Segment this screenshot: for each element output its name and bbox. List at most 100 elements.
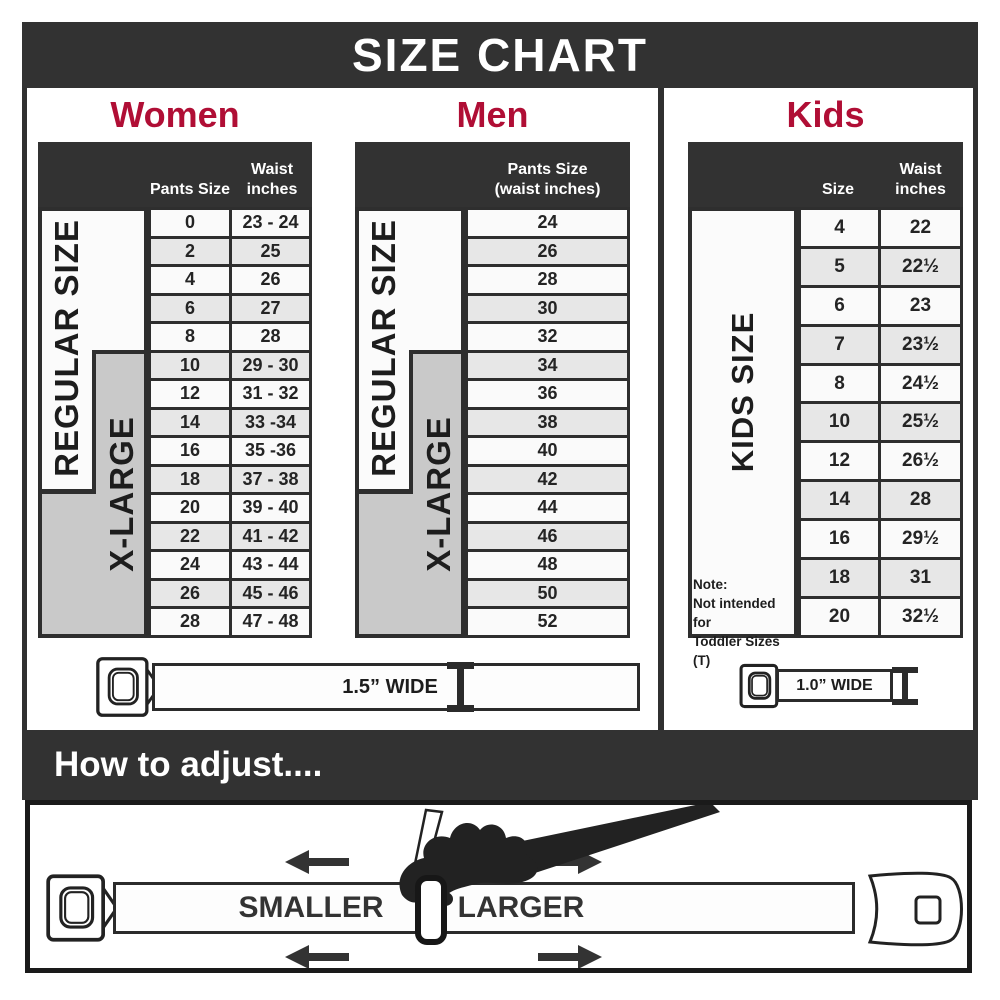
waist-inches-cell: 22 — [881, 210, 960, 246]
pants-size-cell: 20 — [151, 495, 229, 521]
page-title: SIZE CHART — [352, 29, 648, 81]
waist-inches-cell: 27 — [232, 295, 309, 322]
women-regular-size-label: REGULAR SIZE — [48, 219, 85, 477]
arrow-left-icon — [285, 850, 349, 874]
waist-inches-cell: 23 - 24 — [232, 210, 309, 236]
seatbelt-buckle-icon — [46, 874, 119, 942]
kids-col-size: Size — [821, 181, 854, 198]
waist-inches-cell: 47 - 48 — [232, 609, 309, 635]
waist-inches-cell: 22½ — [881, 248, 960, 285]
waist-inches-cell: 39 - 40 — [232, 495, 309, 521]
pants-size-cell: 52 — [468, 609, 627, 635]
pants-size-cell: 10 — [151, 352, 229, 379]
waist-inches-cell: 23½ — [881, 326, 960, 363]
kids-col-waist: Waist inches — [895, 161, 946, 198]
belt-tongue-icon — [867, 871, 963, 947]
size-cell: 7 — [801, 326, 878, 363]
pants-size-cell: 48 — [468, 552, 627, 578]
pants-size-cell: 46 — [468, 523, 627, 550]
waist-inches-cell: 23 — [881, 287, 960, 324]
size-cell: 16 — [801, 521, 878, 558]
waist-inches-cell: 31 - 32 — [232, 381, 309, 407]
larger-label: LARGER — [457, 891, 585, 924]
belt-strap — [113, 882, 855, 934]
men-table: 24 26 28 30 32 34 36 38 40 42 44 46 — [465, 207, 630, 638]
pants-size-cell: 14 — [151, 409, 229, 436]
pants-size-cell: 26 — [468, 238, 627, 265]
kids-width-measure-icon — [892, 667, 918, 705]
arrow-left-icon — [285, 945, 349, 968]
pants-size-cell: 24 — [468, 210, 627, 236]
waist-inches-cell: 26 — [232, 267, 309, 293]
pants-size-cell: 16 — [151, 438, 229, 464]
adult-belt-width-label: 1.5” WIDE — [342, 675, 438, 698]
kids-belt-width-label: 1.0” WIDE — [796, 676, 873, 694]
pants-size-cell: 4 — [151, 267, 229, 293]
size-cell: 12 — [801, 443, 878, 480]
waist-inches-cell: 45 - 46 — [232, 580, 309, 607]
pants-size-cell: 38 — [468, 409, 627, 436]
width-measure-icon — [447, 662, 474, 712]
men-table-header: Pants Size (waist inches) — [355, 142, 630, 207]
women-section-title: Women — [110, 94, 240, 135]
waist-inches-cell: 26½ — [881, 443, 960, 480]
waist-inches-cell: 29 - 30 — [232, 352, 309, 379]
pants-size-cell: 40 — [468, 438, 627, 464]
size-cell: 20 — [801, 598, 878, 635]
pants-size-cell: 6 — [151, 295, 229, 322]
page-title-bar: SIZE CHART — [22, 22, 978, 88]
women-x-large-box — [38, 350, 148, 638]
belt-strap — [152, 663, 640, 711]
men-x-large-label: X-LARGE — [420, 416, 457, 572]
pants-size-cell: 28 — [151, 609, 229, 635]
pants-size-cell: 42 — [468, 466, 627, 493]
pants-size-cell: 12 — [151, 381, 229, 407]
waist-inches-cell: 31 — [881, 560, 960, 596]
pants-size-cell: 2 — [151, 238, 229, 265]
waist-inches-cell: 28 — [881, 482, 960, 519]
kids-size-label: KIDS SIZE — [725, 311, 760, 473]
size-cell: 18 — [801, 560, 878, 596]
waist-inches-cell: 35 -36 — [232, 438, 309, 464]
waist-inches-cell: 33 -34 — [232, 409, 309, 436]
size-cell: 6 — [801, 287, 878, 324]
waist-inches-cell: 37 - 38 — [232, 466, 309, 493]
waist-inches-cell: 25½ — [881, 404, 960, 441]
pants-size-cell: 0 — [151, 210, 229, 236]
pants-size-cell: 8 — [151, 324, 229, 350]
pants-size-cell: 32 — [468, 324, 627, 350]
pants-size-cell: 30 — [468, 295, 627, 322]
waist-inches-cell: 28 — [232, 324, 309, 350]
women-col-pants-size: Pants Size — [149, 181, 231, 198]
women-x-large-label: X-LARGE — [103, 416, 140, 572]
men-size-group-shapes — [355, 207, 465, 638]
waist-inches-cell: 25 — [232, 238, 309, 265]
left-border — [22, 88, 27, 730]
size-cell: 5 — [801, 248, 878, 285]
men-col-pants-size: Pants Size (waist inches) — [494, 161, 601, 198]
seatbelt-buckle-icon — [96, 657, 161, 717]
arrow-right-icon — [538, 945, 602, 968]
pants-size-cell: 26 — [151, 580, 229, 607]
belt-slider-adjuster — [415, 875, 447, 945]
women-table: 0 23 - 24 2 25 4 26 6 27 8 28 10 29 - 30… — [148, 207, 312, 638]
women-col-waist: Waist inches — [246, 161, 298, 198]
pants-size-cell: 28 — [468, 267, 627, 293]
waist-inches-cell: 24½ — [881, 365, 960, 402]
panel-divider — [658, 88, 664, 730]
men-regular-size-label: REGULAR SIZE — [365, 219, 402, 477]
kids-size-box — [688, 207, 798, 638]
size-cell: 14 — [801, 482, 878, 519]
how-to-adjust-title: How to adjust.... — [54, 745, 323, 784]
size-cell: 4 — [801, 210, 878, 246]
kids-note: Note: Not intended for Toddler Sizes (T) — [693, 577, 780, 668]
kids-table-header: Size Waist inches — [688, 142, 963, 207]
how-to-adjust-panel: SMALLER LARGER — [25, 800, 972, 973]
smaller-label: SMALLER — [238, 891, 384, 924]
pants-size-cell: 34 — [468, 352, 627, 379]
pants-size-cell: 18 — [151, 466, 229, 493]
women-size-group-shapes — [38, 207, 148, 638]
pants-size-cell: 24 — [151, 552, 229, 578]
pants-size-cell: 36 — [468, 381, 627, 407]
kids-section-title: Kids — [786, 94, 865, 135]
